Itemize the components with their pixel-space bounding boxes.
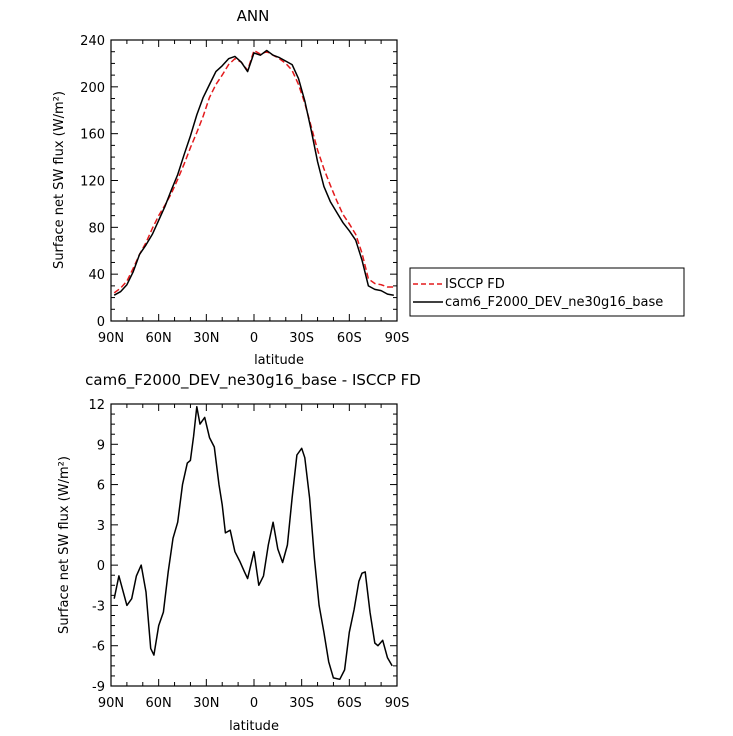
top-x-axis: 90N 60N 30N 0 30S 60S 90S bbox=[98, 40, 410, 346]
y-tick-label: 0 bbox=[97, 559, 105, 574]
x-tick-label: 30N bbox=[193, 331, 219, 346]
x-tick-label: 30S bbox=[289, 696, 314, 711]
x-tick-label: 30S bbox=[289, 331, 314, 346]
y-tick-label: 0 bbox=[97, 315, 105, 330]
legend: ISCCP FD cam6_F2000_DEV_ne30g16_base bbox=[409, 267, 685, 317]
y-tick-label: 6 bbox=[97, 479, 105, 494]
y-tick-label: 120 bbox=[80, 175, 105, 190]
x-tick-label: 90S bbox=[385, 331, 410, 346]
bottom-plot-frame bbox=[110, 403, 398, 687]
y-tick-label: -6 bbox=[92, 640, 105, 655]
x-tick-label: 90N bbox=[98, 331, 124, 346]
y-tick-label: -3 bbox=[92, 599, 105, 614]
x-tick-label: 90S bbox=[385, 696, 410, 711]
x-tick-label: 90N bbox=[98, 696, 124, 711]
legend-entry-cam6: cam6_F2000_DEV_ne30g16_base bbox=[445, 295, 663, 310]
series-line-1 bbox=[113, 405, 393, 681]
x-tick-label: 0 bbox=[250, 696, 258, 711]
y-tick-label: 12 bbox=[88, 398, 105, 413]
x-tick-label: 60N bbox=[146, 331, 172, 346]
bottom-series-group bbox=[113, 405, 393, 681]
legend-box bbox=[409, 267, 685, 317]
top-series-group bbox=[113, 49, 394, 296]
top-x-axis-label: latitude bbox=[254, 353, 304, 368]
bottom-x-axis: 90N 60N 30N 0 30S 60S 90S bbox=[98, 404, 410, 711]
bottom-chart-panel: cam6_F2000_DEV_ne30g16_base - ISCCP FD -… bbox=[57, 371, 421, 734]
top-chart-title: ANN bbox=[237, 7, 270, 25]
bottom-y-axis-label: Surface net SW flux (W/m²) bbox=[57, 456, 72, 634]
y-tick-label: 160 bbox=[80, 128, 105, 143]
x-tick-label: 60S bbox=[337, 696, 362, 711]
top-y-axis-label: Surface net SW flux (W/m²) bbox=[52, 91, 67, 269]
x-tick-label: 60N bbox=[146, 696, 172, 711]
y-tick-label: 40 bbox=[88, 268, 105, 283]
y-tick-label: -9 bbox=[92, 680, 105, 695]
x-tick-label: 60S bbox=[337, 331, 362, 346]
series-line-2 bbox=[113, 49, 394, 296]
top-y-axis: 0 40 80 120 160 200 240 bbox=[80, 34, 397, 330]
y-tick-label: 3 bbox=[97, 519, 105, 534]
legend-entry-isccp: ISCCP FD bbox=[445, 277, 505, 292]
bottom-chart-title: cam6_F2000_DEV_ne30g16_base - ISCCP FD bbox=[85, 371, 421, 390]
bottom-y-axis: -9 -6 -3 0 3 6 9 12 bbox=[88, 398, 397, 695]
y-tick-label: 9 bbox=[97, 438, 105, 453]
y-tick-label: 240 bbox=[80, 34, 105, 49]
series-line-1 bbox=[113, 49, 394, 294]
y-tick-label: 200 bbox=[80, 81, 105, 96]
x-tick-label: 0 bbox=[250, 331, 258, 346]
top-plot-frame bbox=[110, 39, 398, 322]
bottom-x-axis-label: latitude bbox=[229, 719, 279, 734]
x-tick-label: 30N bbox=[193, 696, 219, 711]
y-tick-label: 80 bbox=[88, 221, 105, 236]
